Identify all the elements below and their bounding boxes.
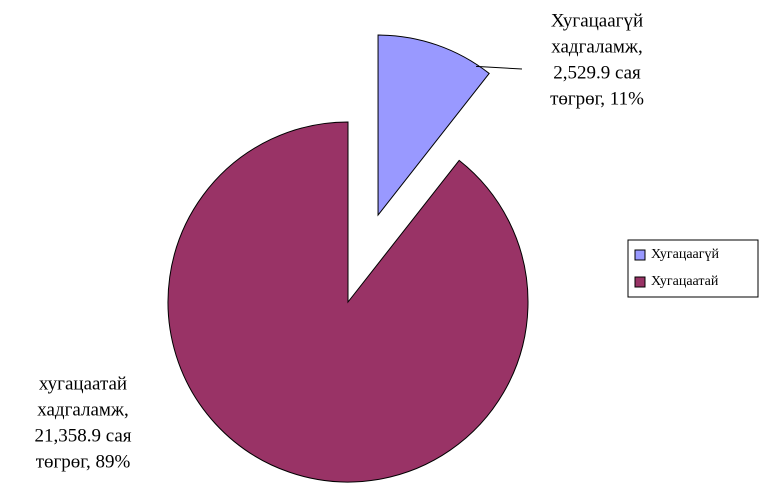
legend-box — [627, 239, 759, 298]
data-label: төгрөг, 11% — [550, 88, 644, 109]
pie-slice — [167, 121, 529, 483]
data-label: Хугацаагүй — [551, 10, 643, 31]
data-label: 21,358.9 сая — [34, 425, 131, 446]
data-label: хадгаламж, — [37, 399, 129, 420]
data-label: төгрөг, 89% — [36, 451, 131, 472]
pie-slice — [377, 34, 490, 217]
legend-swatch — [634, 249, 646, 261]
data-label: 2,529.9 сая — [553, 62, 641, 83]
legend-label: Хугацаагүй — [651, 247, 719, 262]
data-label: хадгаламж, — [551, 36, 643, 57]
data-label: хугацаатай — [39, 373, 127, 394]
legend-label: Хугацаатай — [651, 274, 719, 289]
legend-swatch — [634, 276, 646, 288]
leader-line — [475, 65, 523, 70]
